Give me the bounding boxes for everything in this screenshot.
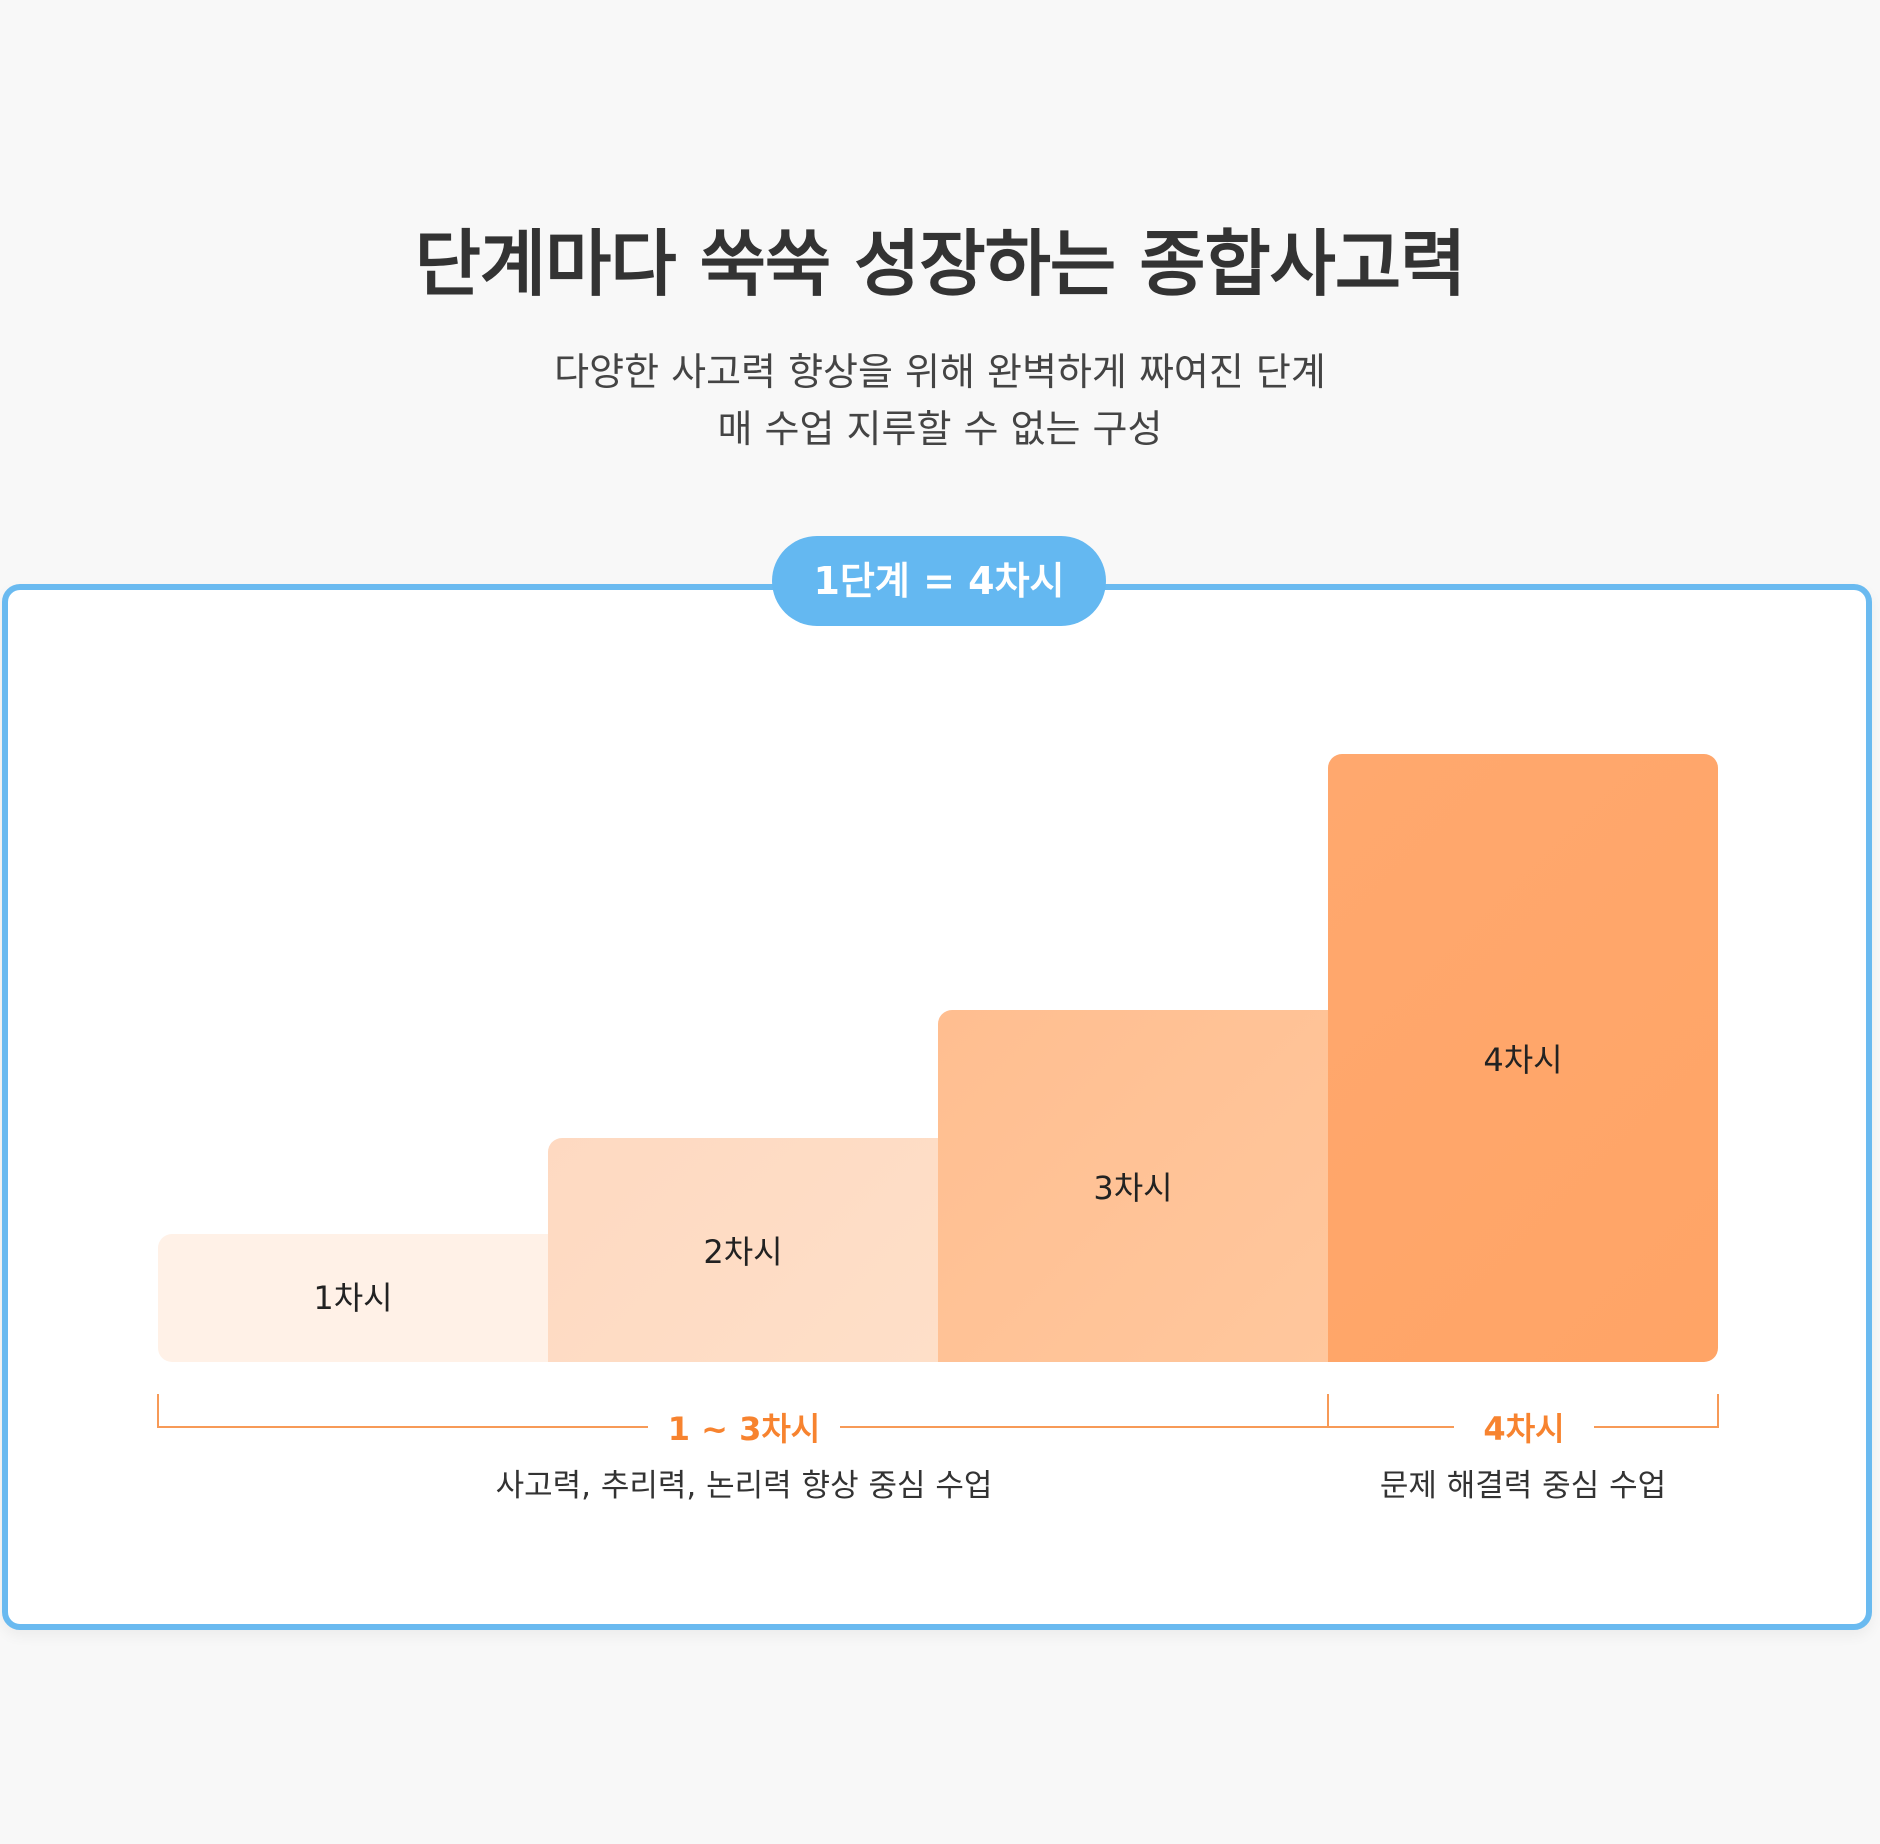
page-title: 단계마다 쑥쑥 성장하는 종합사고력 (414, 222, 1467, 306)
bracket-2-right-tick (1717, 1394, 1719, 1428)
step-label-3: 3차시 (1093, 1169, 1173, 1207)
step-label-1: 1차시 (313, 1279, 393, 1317)
bracket-1-left-tick (157, 1394, 159, 1428)
group-label-1: 1 ~ 3차시 (648, 1409, 840, 1449)
step-block-4: 4차시 (1328, 754, 1718, 1362)
step-block-1: 1차시 (158, 1234, 548, 1362)
stage-badge: 1단계 = 4차시 (772, 536, 1106, 626)
bracket-1-right-tick (1327, 1394, 1329, 1428)
step-label-2: 2차시 (703, 1233, 783, 1271)
step-block-2: 2차시 (548, 1138, 938, 1362)
step-block-3: 3차시 (938, 1010, 1328, 1362)
group-description-1: 사고력, 추리력, 논리력 향상 중심 수업 (495, 1468, 993, 1504)
subtitle-line-2: 매 수업 지루할 수 없는 구성 (717, 407, 1163, 451)
subtitle-line-1: 다양한 사고력 향상을 위해 완벽하게 짜여진 단계 (554, 350, 1326, 394)
step-label-4: 4차시 (1483, 1041, 1563, 1079)
group-label-2: 4차시 (1454, 1409, 1594, 1449)
group-description-2: 문제 해결력 중심 수업 (1379, 1468, 1667, 1504)
